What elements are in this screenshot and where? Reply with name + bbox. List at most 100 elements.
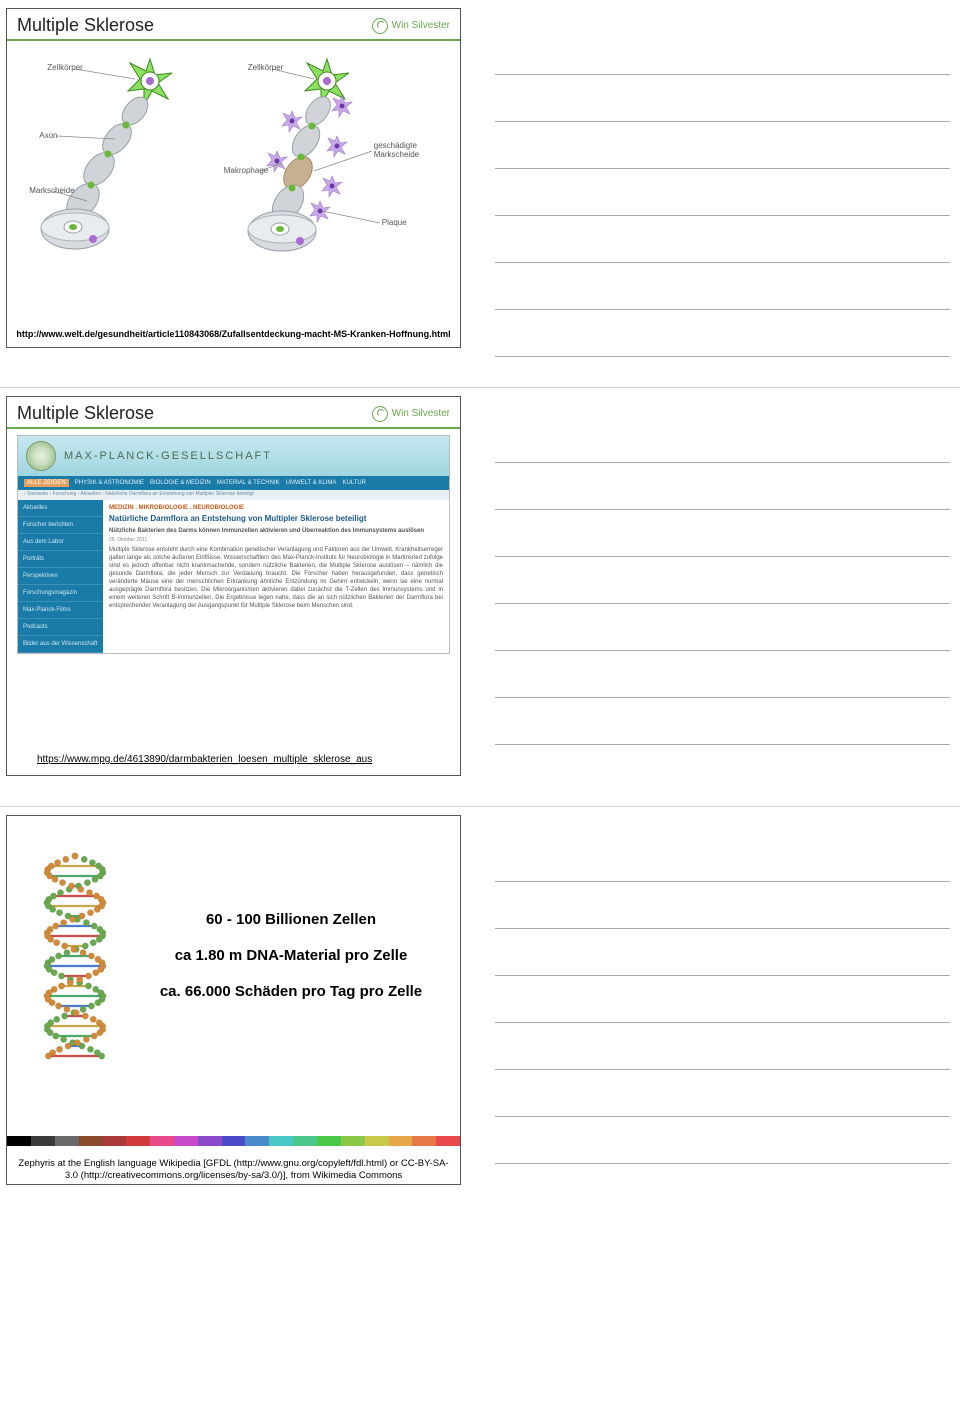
fact-line-3: ca. 66.000 Schäden pro Tag pro Zelle: [132, 974, 450, 1010]
note-line: [495, 463, 950, 510]
note-line: [495, 1070, 950, 1117]
rainbow-swatch: [389, 1136, 413, 1146]
logo-swirl-icon: [372, 18, 388, 34]
article-category: MEDIZIN . MIKROBIOLOGIE . NEUROBIOLOGIE: [109, 504, 443, 512]
article-date: 26. Oktober 2011: [109, 537, 443, 544]
note-line: [495, 28, 950, 75]
org-name: MAX-PLANCK-GESELLSCHAFT: [64, 450, 272, 462]
rainbow-swatch: [222, 1136, 246, 1146]
rainbow-swatch: [55, 1136, 79, 1146]
note-line: [495, 604, 950, 651]
website-content: MEDIZIN . MIKROBIOLOGIE . NEUROBIOLOGIE …: [103, 500, 449, 653]
nav-item: BIOLOGIE & MEDIZIN: [150, 480, 211, 486]
sidebar-item: Forscher berichten: [18, 517, 103, 534]
rainbow-swatch: [102, 1136, 126, 1146]
notes-lines-2: [475, 396, 960, 776]
rainbow-swatch: [365, 1136, 389, 1146]
fact-line-2: ca 1.80 m DNA-Material pro Zelle: [132, 938, 450, 974]
slide-title: Multiple Sklerose: [17, 403, 154, 424]
neuron-damaged-svg: [242, 51, 432, 286]
note-line: [495, 698, 950, 745]
note-line: [495, 75, 950, 122]
website-sidebar: Aktuelles Forscher berichten Aus dem Lab…: [18, 500, 103, 653]
facts: 60 - 100 Billionen Zellen ca 1.80 m DNA-…: [132, 902, 450, 1010]
sidebar-item: Max-Planck-Films: [18, 602, 103, 619]
rainbow-swatch: [31, 1136, 55, 1146]
neuron-damaged: Zellkörper Makrophage geschädigte Marksc…: [242, 51, 432, 286]
label-zellkoerper-left: Zellkörper: [47, 63, 83, 72]
nav-item: UMWELT & KLIMA: [286, 480, 337, 486]
rainbow-swatch: [126, 1136, 150, 1146]
slide-3: 60 - 100 Billionen Zellen ca 1.80 m DNA-…: [6, 815, 461, 1185]
note-line: [495, 416, 950, 463]
neuron-diagram: Zellkörper Axon Markscheide: [7, 41, 460, 286]
note-line: [495, 122, 950, 169]
nav-item: PHYSIK & ASTRONOMIE: [75, 480, 144, 486]
rainbow-swatch: [245, 1136, 269, 1146]
rainbow-swatch: [293, 1136, 317, 1146]
logo-text: Win Silvester: [392, 408, 450, 419]
neuron-healthy: Zellkörper Axon Markscheide: [35, 51, 225, 286]
website-screenshot: MAX-PLANCK-GESELLSCHAFT ALLE ZEIGEN PHYS…: [17, 435, 450, 654]
rainbow-swatch: [198, 1136, 222, 1146]
rainbow-swatch: [412, 1136, 436, 1146]
note-line: [495, 976, 950, 1023]
nav-item: MATERIAL & TECHNIK: [217, 480, 280, 486]
nav-all: ALLE ZEIGEN: [24, 479, 69, 487]
website-banner: MAX-PLANCK-GESELLSCHAFT: [18, 436, 449, 476]
note-line: [495, 310, 950, 357]
sidebar-item: Podcasts: [18, 619, 103, 636]
note-line: [495, 557, 950, 604]
note-line: [495, 216, 950, 263]
sidebar-item: Aus dem Labor: [18, 534, 103, 551]
handout-row-2: Multiple Sklerose Win Silvester MAX-PLAN…: [0, 388, 960, 807]
label-markscheide: Markscheide: [29, 186, 74, 195]
note-line: [495, 510, 950, 557]
website-nav: ALLE ZEIGEN PHYSIK & ASTRONOMIE BIOLOGIE…: [18, 476, 449, 490]
attribution: Zephyris at the English language Wikiped…: [7, 1158, 460, 1182]
website-body: Aktuelles Forscher berichten Aus dem Lab…: [18, 500, 449, 653]
notes-lines-3: [475, 815, 960, 1185]
label-geschaedigte: geschädigte Markscheide: [374, 141, 426, 159]
note-line: [495, 1117, 950, 1164]
rainbow-swatch: [317, 1136, 341, 1146]
note-line: [495, 835, 950, 882]
sidebar-item: Perspektiven: [18, 568, 103, 585]
rainbow-swatch: [174, 1136, 198, 1146]
dna-illustration: [17, 851, 132, 1061]
rainbow-swatch: [269, 1136, 293, 1146]
slide-title: Multiple Sklerose: [17, 15, 154, 36]
slide3-body: 60 - 100 Billionen Zellen ca 1.80 m DNA-…: [7, 816, 460, 1076]
handout-row-1: Multiple Sklerose Win Silvester: [0, 0, 960, 388]
sidebar-item: Bilder aus der Wissenschaft: [18, 636, 103, 653]
label-zellkoerper-right: Zellkörper: [248, 63, 284, 72]
note-line: [495, 263, 950, 310]
source-url-2: https://www.mpg.de/4613890/darmbakterien…: [7, 754, 460, 765]
note-line: [495, 882, 950, 929]
mpg-seal-icon: [26, 441, 56, 471]
slide-header: Multiple Sklerose Win Silvester: [7, 397, 460, 429]
rainbow-swatch: [436, 1136, 460, 1146]
note-line: [495, 929, 950, 976]
rainbow-swatch: [341, 1136, 365, 1146]
label-makrophage: Makrophage: [224, 166, 268, 175]
note-line: [495, 651, 950, 698]
rainbow-swatch: [150, 1136, 174, 1146]
rainbow-swatch: [79, 1136, 103, 1146]
slide-1: Multiple Sklerose Win Silvester: [6, 8, 461, 348]
brand-logo: Win Silvester: [372, 18, 450, 34]
sidebar-item: Porträts: [18, 551, 103, 568]
slide-col: 60 - 100 Billionen Zellen ca 1.80 m DNA-…: [0, 815, 475, 1185]
rainbow-bar: [7, 1136, 460, 1146]
article-headline: Natürliche Darmflora an Entstehung von M…: [109, 514, 443, 525]
notes-lines-1: [475, 8, 960, 357]
article-body: Multiple Sklerose entsteht durch eine Ko…: [109, 546, 443, 611]
slide-2: Multiple Sklerose Win Silvester MAX-PLAN…: [6, 396, 461, 776]
handout-row-3: 60 - 100 Billionen Zellen ca 1.80 m DNA-…: [0, 807, 960, 1215]
sidebar-item: Aktuelles: [18, 500, 103, 517]
note-line: [495, 169, 950, 216]
sidebar-item: Forschungsmagazin: [18, 585, 103, 602]
fact-line-1: 60 - 100 Billionen Zellen: [132, 902, 450, 938]
brand-logo: Win Silvester: [372, 406, 450, 422]
label-axon: Axon: [39, 131, 57, 140]
